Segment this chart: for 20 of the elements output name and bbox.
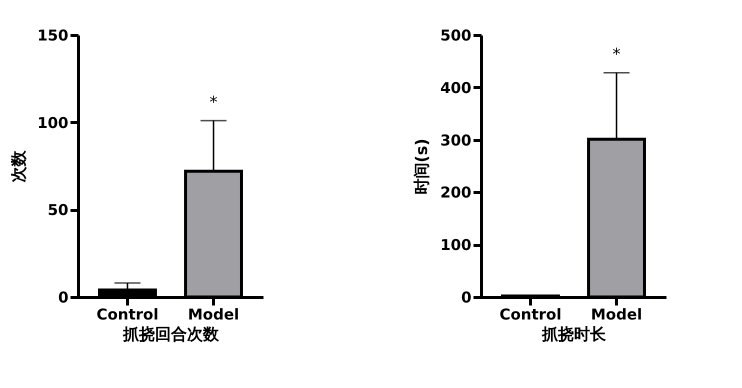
annotation: * xyxy=(210,92,218,112)
x-axis-title: 抓挠回合次数 xyxy=(122,324,220,344)
y-tick-label: 400 xyxy=(440,78,472,97)
x-tick-label: Model xyxy=(188,306,240,324)
x-tick-label: Control xyxy=(96,306,158,324)
x-tick-label: Model xyxy=(590,306,642,324)
y-tick-label: 0 xyxy=(461,288,472,306)
y-axis-title: 时间(s) xyxy=(412,138,432,195)
y-tick-label: 0 xyxy=(58,288,68,306)
y-tick-label: 300 xyxy=(440,131,472,150)
annotation: * xyxy=(612,44,621,64)
y-tick-label: 100 xyxy=(37,114,68,132)
x-tick-label: Control xyxy=(499,306,562,324)
y-tick-label: 50 xyxy=(48,201,68,220)
y-tick-label: 500 xyxy=(440,26,472,44)
y-tick-label: 100 xyxy=(440,236,472,254)
y-axis-title: 次数 xyxy=(9,150,28,182)
y-tick-label: 150 xyxy=(37,26,68,44)
x-axis-title: 抓挠时长 xyxy=(541,324,607,344)
y-tick-label: 200 xyxy=(440,184,472,202)
